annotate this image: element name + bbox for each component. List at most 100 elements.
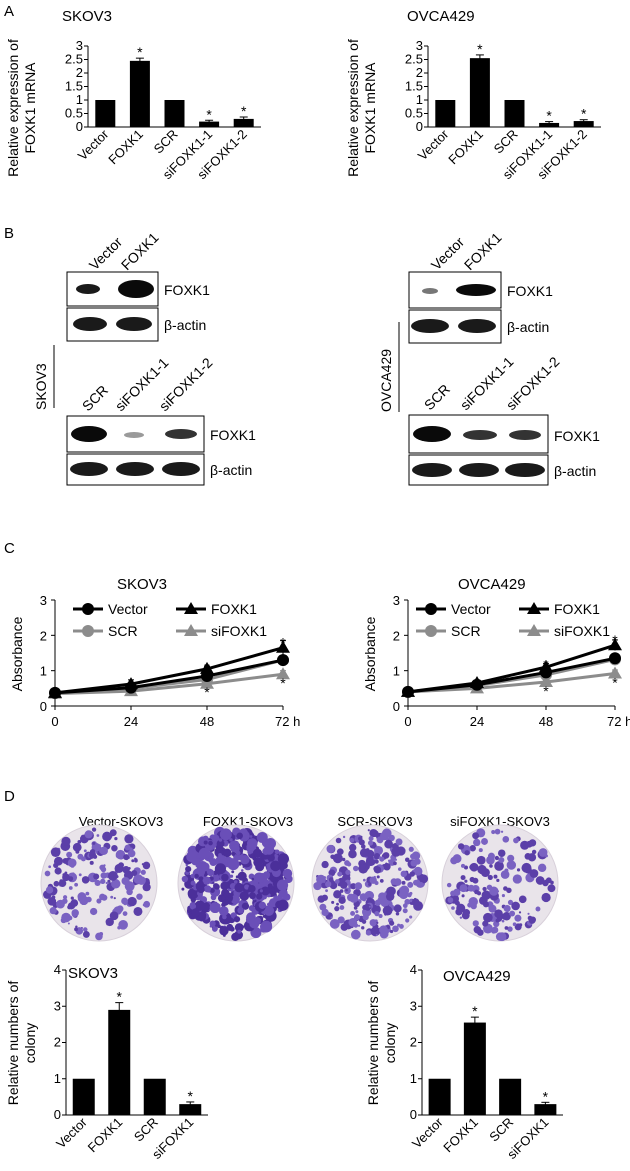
colony	[354, 914, 361, 921]
legend-marker	[425, 625, 437, 637]
data-point-sifoxk1	[608, 666, 622, 679]
band-label-actin: β-actin	[554, 463, 596, 479]
blot-band	[459, 463, 499, 477]
colony	[395, 912, 400, 916]
colony	[212, 881, 215, 884]
colony	[105, 881, 108, 885]
colony	[497, 932, 507, 942]
data-point-foxk1	[48, 685, 62, 698]
colony	[337, 871, 343, 877]
colony	[249, 835, 253, 838]
colony	[467, 884, 475, 892]
panel-label-c: C	[4, 540, 15, 557]
colony	[502, 911, 511, 921]
colony	[392, 925, 399, 933]
bar-scr	[164, 100, 185, 127]
colony	[393, 861, 397, 866]
series-line-sifoxk1	[407, 672, 616, 694]
colony	[67, 904, 72, 910]
colony	[389, 920, 395, 926]
colony-plate-row: Vector-SKOV3 FOXK1-SKOV3 SCR-SKOV3 siFOX…	[40, 814, 559, 942]
colony	[47, 897, 57, 906]
colony	[313, 882, 322, 891]
x-tick-label: 0	[404, 714, 411, 729]
colony	[216, 839, 225, 848]
colony	[504, 926, 509, 930]
colony	[373, 866, 382, 874]
colony	[321, 908, 329, 917]
colony	[468, 896, 478, 907]
colony	[143, 900, 151, 908]
colony	[256, 893, 263, 900]
blot-band	[116, 462, 154, 476]
colony	[488, 904, 497, 913]
legend-label-vector: Vector	[108, 601, 148, 617]
colony	[336, 848, 344, 856]
category-label: SCR	[486, 1115, 516, 1145]
significance-marker: *	[280, 675, 286, 691]
chart-title: OVCA429	[407, 8, 475, 25]
colony	[371, 830, 379, 838]
colony	[99, 849, 104, 854]
bar-foxk1	[463, 1022, 486, 1115]
colony	[203, 840, 208, 845]
data-point-foxk1	[401, 684, 415, 697]
colony	[342, 877, 346, 881]
colony	[447, 897, 454, 903]
colony	[512, 922, 517, 927]
band-label-actin: β-actin	[210, 462, 252, 478]
colony	[91, 827, 97, 832]
y-tick-label: 1	[40, 664, 47, 679]
colony	[376, 836, 384, 844]
colony	[409, 898, 413, 903]
colony	[337, 916, 345, 924]
colony	[379, 925, 388, 935]
colony	[263, 844, 275, 855]
colony	[94, 879, 101, 886]
colony	[477, 929, 484, 936]
y-tick-label: 3	[54, 998, 61, 1013]
colony	[134, 859, 138, 863]
colony	[67, 858, 77, 868]
colony	[367, 829, 370, 832]
colony	[357, 924, 361, 927]
colony	[107, 879, 111, 883]
colony	[260, 919, 263, 922]
bar-vector	[95, 100, 116, 127]
colony	[506, 887, 512, 894]
colony	[409, 891, 413, 896]
colony	[49, 907, 57, 915]
blot-band	[70, 462, 108, 476]
colony	[124, 844, 131, 851]
y-tick-label: 2	[76, 65, 83, 80]
colony	[185, 866, 192, 873]
colony	[229, 926, 235, 932]
colony	[364, 903, 372, 911]
legend-marker	[425, 603, 437, 615]
significance-marker: *	[477, 41, 483, 57]
x-tick-label: 48	[200, 714, 214, 729]
band-label-actin: β-actin	[507, 319, 549, 335]
colony	[527, 853, 531, 856]
blot-band	[458, 319, 496, 333]
colony	[105, 917, 114, 927]
colony	[507, 926, 513, 932]
colony	[507, 899, 514, 906]
colony	[222, 899, 229, 906]
colony	[67, 922, 70, 925]
colony	[512, 874, 522, 884]
data-point-sifoxk1	[539, 674, 553, 687]
colony	[400, 870, 408, 878]
colony	[219, 896, 222, 899]
colony	[494, 855, 499, 861]
colony	[362, 914, 369, 921]
bar-scr	[499, 1078, 522, 1115]
colony	[497, 849, 506, 857]
colony	[222, 933, 226, 937]
y-axis-label: Relative numbers of	[365, 981, 381, 1106]
colony	[509, 910, 516, 917]
y-tick-label: 1.5	[65, 79, 83, 94]
colony	[270, 860, 281, 872]
colony	[486, 855, 495, 865]
data-point-foxk1	[200, 661, 214, 674]
